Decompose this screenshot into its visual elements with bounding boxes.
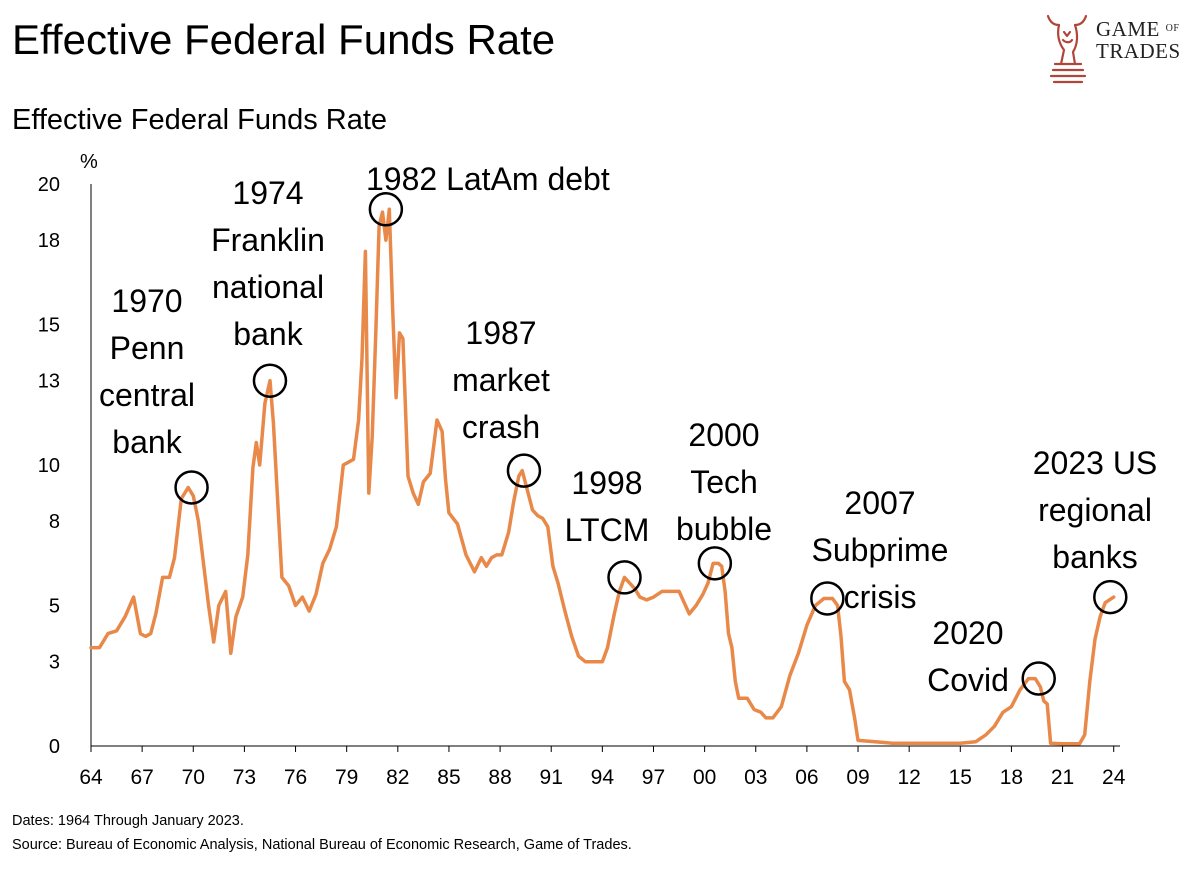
annotation-label: 1998 [571,465,642,501]
bull-chess-knight-icon [1046,14,1088,84]
x-tick-label: 94 [591,766,615,789]
y-tick-label: 5 [49,596,60,618]
annotation-circle [1021,661,1056,696]
annotation-label: 1982 LatAm debt [366,161,610,197]
y-tick-label: 8 [49,511,60,533]
x-tick-label: 67 [130,766,153,789]
y-tick-label: 18 [38,230,60,252]
annotation-label: 2020 [932,615,1003,651]
x-tick-label: 85 [437,766,460,789]
annotation-circle [810,581,845,616]
logo-word-game: GAME [1096,17,1160,41]
x-tick-label: 88 [488,766,511,789]
x-tick-label: 24 [1102,766,1126,789]
logo-word-trades: TRADES [1096,39,1181,63]
annotation-label: 1974 [232,175,303,211]
y-axis-label: % [80,151,98,173]
x-tick-label: 97 [642,766,665,789]
annotation-circle [607,560,642,595]
footnote-dates: Dates: 1964 Through January 2023. [12,813,244,829]
annotation-circle [252,363,288,398]
y-tick-label: 3 [49,652,60,674]
annotation-circle [174,470,209,505]
x-tick-label: 64 [79,766,103,789]
annotation-label: bank [112,424,182,460]
x-tick-label: 73 [233,766,256,789]
y-tick-label: 13 [38,371,60,393]
x-tick-label: 09 [846,766,869,789]
annotation-label: market [452,362,550,398]
annotation-label: central [99,377,195,413]
annotation-label: 1987 [465,315,536,351]
annotation-label: Penn [110,330,185,366]
annotation-circle [368,192,404,227]
annotation-label: 2000 [688,417,759,453]
annotation-label: Subprime [812,532,949,568]
page-title: Effective Federal Funds Rate [12,16,556,63]
x-tick-label: 76 [284,766,307,789]
annotation-label: LTCM [565,512,650,548]
annotation-label: bubble [676,511,772,547]
x-tick-label: 91 [540,766,563,789]
game-of-trades-logo: GAME OF TRADES [1040,6,1196,88]
y-tick-label: 20 [38,174,60,196]
x-tick-label: 18 [1000,766,1023,789]
annotation-label: national [212,269,324,305]
y-tick-label: 15 [38,315,60,337]
x-tick-label: 21 [1051,766,1074,789]
annotation-label: Covid [927,662,1009,698]
annotation-label: banks [1052,539,1137,575]
x-tick-label: 15 [949,766,972,789]
y-tick-label: 10 [38,455,60,477]
annotation-circle [506,453,542,488]
y-tick-label: 0 [49,736,60,758]
logo-wordmark: GAME OF TRADES [1096,18,1196,62]
annotation-label: regional [1038,492,1152,528]
annotation-label: bank [233,316,303,352]
annotation-circle [1093,579,1128,615]
annotation-label: crisis [844,579,917,615]
x-tick-label: 70 [182,766,205,789]
logo-word-of: OF [1165,23,1180,34]
x-tick-label: 12 [897,766,920,789]
x-tick-label: 82 [386,766,409,789]
x-tick-label: 03 [744,766,767,789]
annotation-label: Tech [690,464,758,500]
annotation-circle [697,546,733,581]
x-tick-label: 79 [335,766,358,789]
footnote-source: Source: Bureau of Economic Analysis, Nat… [12,837,632,853]
x-tick-label: 06 [795,766,818,789]
annotation-label: Franklin [211,222,325,258]
x-tick-label: 00 [693,766,716,789]
annotation-label: crash [462,409,540,445]
chart-title: Effective Federal Funds Rate [12,104,388,136]
rate-series-line [89,207,1116,746]
annotation-label: 2023 US [1033,445,1158,481]
annotation-label: 1970 [111,283,182,319]
annotation-label: 2007 [844,485,915,521]
